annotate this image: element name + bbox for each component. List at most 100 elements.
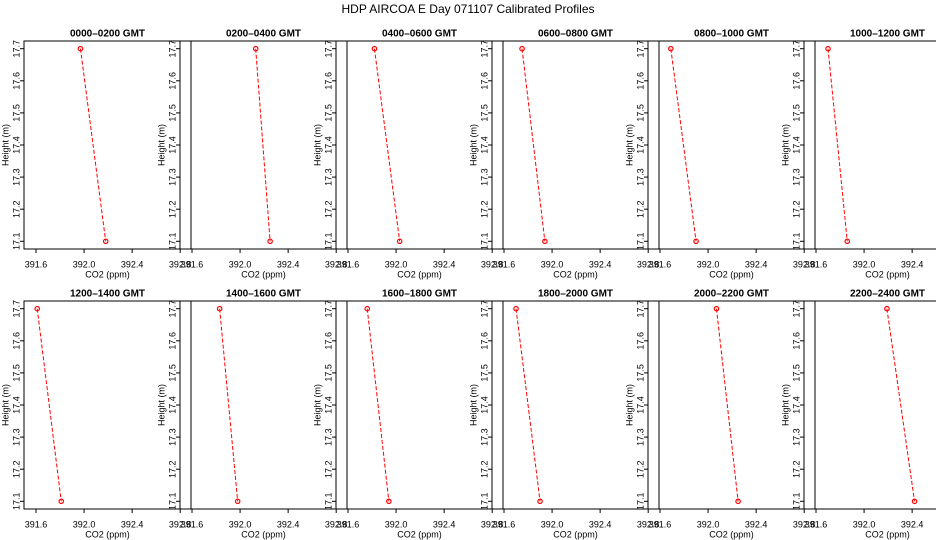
panel-title: 0600–0800 GMT	[538, 29, 613, 40]
y-tick-label: 17.6	[479, 332, 489, 350]
y-tick-label: 17.2	[167, 460, 177, 478]
x-axis-label: CO2 (ppm)	[709, 269, 754, 279]
x-tick-label: 392.8	[481, 259, 504, 269]
y-tick-label: 17.2	[11, 460, 21, 478]
x-tick-label: 392.0	[541, 519, 564, 529]
x-tick-label: 391.6	[805, 259, 828, 269]
x-tick-label: 391.6	[493, 519, 516, 529]
x-tick-label: 391.6	[337, 519, 360, 529]
x-tick-label: 392.4	[745, 519, 768, 529]
y-tick-label: 17.6	[323, 332, 333, 350]
x-axis-label: CO2 (ppm)	[865, 529, 910, 539]
x-tick-label: 392.4	[433, 519, 456, 529]
x-tick-label: 391.6	[493, 259, 516, 269]
y-tick-label: 17.6	[635, 72, 645, 90]
y-tick-label: 17.4	[167, 136, 177, 154]
panel-title: 2200–2400 GMT	[850, 289, 925, 300]
y-tick-label: 17.7	[323, 300, 333, 318]
x-tick-label: 392.8	[325, 259, 348, 269]
panel-title: 1000–1200 GMT	[850, 29, 925, 40]
panel-title: 1400–1600 GMT	[226, 289, 301, 300]
profile-line	[886, 308, 916, 502]
x-tick-label: 392.4	[901, 519, 924, 529]
x-tick-label: 392.4	[277, 519, 300, 529]
y-tick-label: 17.6	[791, 332, 801, 350]
x-tick-label: 392.4	[433, 259, 456, 269]
profile-line	[36, 308, 62, 502]
y-tick-label: 17.1	[11, 493, 21, 511]
point	[668, 45, 674, 52]
y-tick-label: 17.2	[167, 200, 177, 218]
x-axis-label: CO2 (ppm)	[85, 269, 130, 279]
y-axis-label: Height (m)	[468, 384, 478, 426]
y-tick-label: 17.1	[635, 233, 645, 251]
y-tick-label: 17.6	[167, 72, 177, 90]
x-axis-label: CO2 (ppm)	[241, 269, 286, 279]
x-tick-label: 392.8	[637, 519, 660, 529]
y-tick-label: 17.2	[791, 200, 801, 218]
x-tick-label: 392.8	[325, 519, 348, 529]
y-tick-label: 17.5	[479, 104, 489, 122]
y-tick-label: 17.6	[11, 332, 21, 350]
panel-title: 2000–2200 GMT	[694, 289, 769, 300]
y-tick-label: 17.7	[323, 40, 333, 58]
x-tick-label: 392.0	[385, 519, 408, 529]
point	[911, 498, 918, 505]
profile-line	[366, 308, 390, 502]
point	[693, 238, 699, 245]
y-axis-label: Height (m)	[780, 384, 790, 426]
y-tick-label: 17.4	[323, 136, 333, 154]
y-tick-label: 17.7	[167, 40, 177, 58]
x-tick-label: 391.6	[337, 259, 360, 269]
x-tick-label: 392.4	[589, 259, 612, 269]
x-tick-label: 392.0	[73, 519, 96, 529]
x-tick-label: 391.6	[25, 259, 48, 269]
profile-line	[715, 308, 739, 502]
x-axis-label: CO2 (ppm)	[553, 269, 598, 279]
y-tick-label: 17.4	[479, 136, 489, 154]
page-title: HDP AIRCOA E Day 071107 Calibrated Profi…	[341, 2, 594, 16]
x-axis-label: CO2 (ppm)	[397, 529, 442, 539]
x-tick-label: 392.8	[169, 519, 192, 529]
x-axis-label: CO2 (ppm)	[553, 529, 598, 539]
point	[58, 498, 65, 505]
y-axis-label: Height (m)	[312, 384, 322, 426]
x-axis-label: CO2 (ppm)	[85, 529, 130, 539]
y-tick-label: 17.7	[635, 300, 645, 318]
y-tick-label: 17.3	[635, 428, 645, 446]
x-tick-label: 391.6	[805, 519, 828, 529]
x-tick-label: 392.0	[853, 519, 876, 529]
y-tick-label: 17.3	[167, 168, 177, 186]
y-tick-label: 17.5	[791, 104, 801, 122]
x-tick-label: 392.8	[169, 259, 192, 269]
x-tick-label: 392.0	[229, 259, 252, 269]
x-tick-label: 392.8	[481, 519, 504, 529]
x-tick-label: 392.4	[901, 259, 924, 269]
x-tick-label: 391.6	[181, 519, 204, 529]
y-tick-label: 17.5	[635, 104, 645, 122]
profile-line	[827, 48, 848, 242]
y-tick-label: 17.5	[791, 364, 801, 382]
x-tick-label: 392.4	[121, 259, 144, 269]
y-tick-label: 17.7	[635, 40, 645, 58]
panel-title: 0800–1000 GMT	[694, 29, 769, 40]
y-tick-label: 17.5	[167, 364, 177, 382]
y-tick-label: 17.7	[11, 40, 21, 58]
y-axis-label: Height (m)	[156, 384, 166, 426]
x-tick-label: 392.8	[637, 259, 660, 269]
x-tick-label: 392.4	[277, 259, 300, 269]
y-tick-label: 17.3	[323, 168, 333, 186]
y-tick-label: 17.7	[479, 300, 489, 318]
point	[825, 45, 831, 52]
x-tick-label: 391.6	[181, 259, 204, 269]
point	[252, 45, 259, 52]
profile-line	[515, 308, 541, 502]
y-tick-label: 17.4	[11, 396, 21, 414]
y-tick-label: 17.7	[167, 300, 177, 318]
y-tick-label: 17.6	[479, 72, 489, 90]
x-tick-label: 392.8	[793, 519, 816, 529]
x-tick-label: 392.0	[229, 519, 252, 529]
y-tick-label: 17.6	[323, 72, 333, 90]
point	[102, 238, 109, 245]
point	[396, 238, 403, 245]
